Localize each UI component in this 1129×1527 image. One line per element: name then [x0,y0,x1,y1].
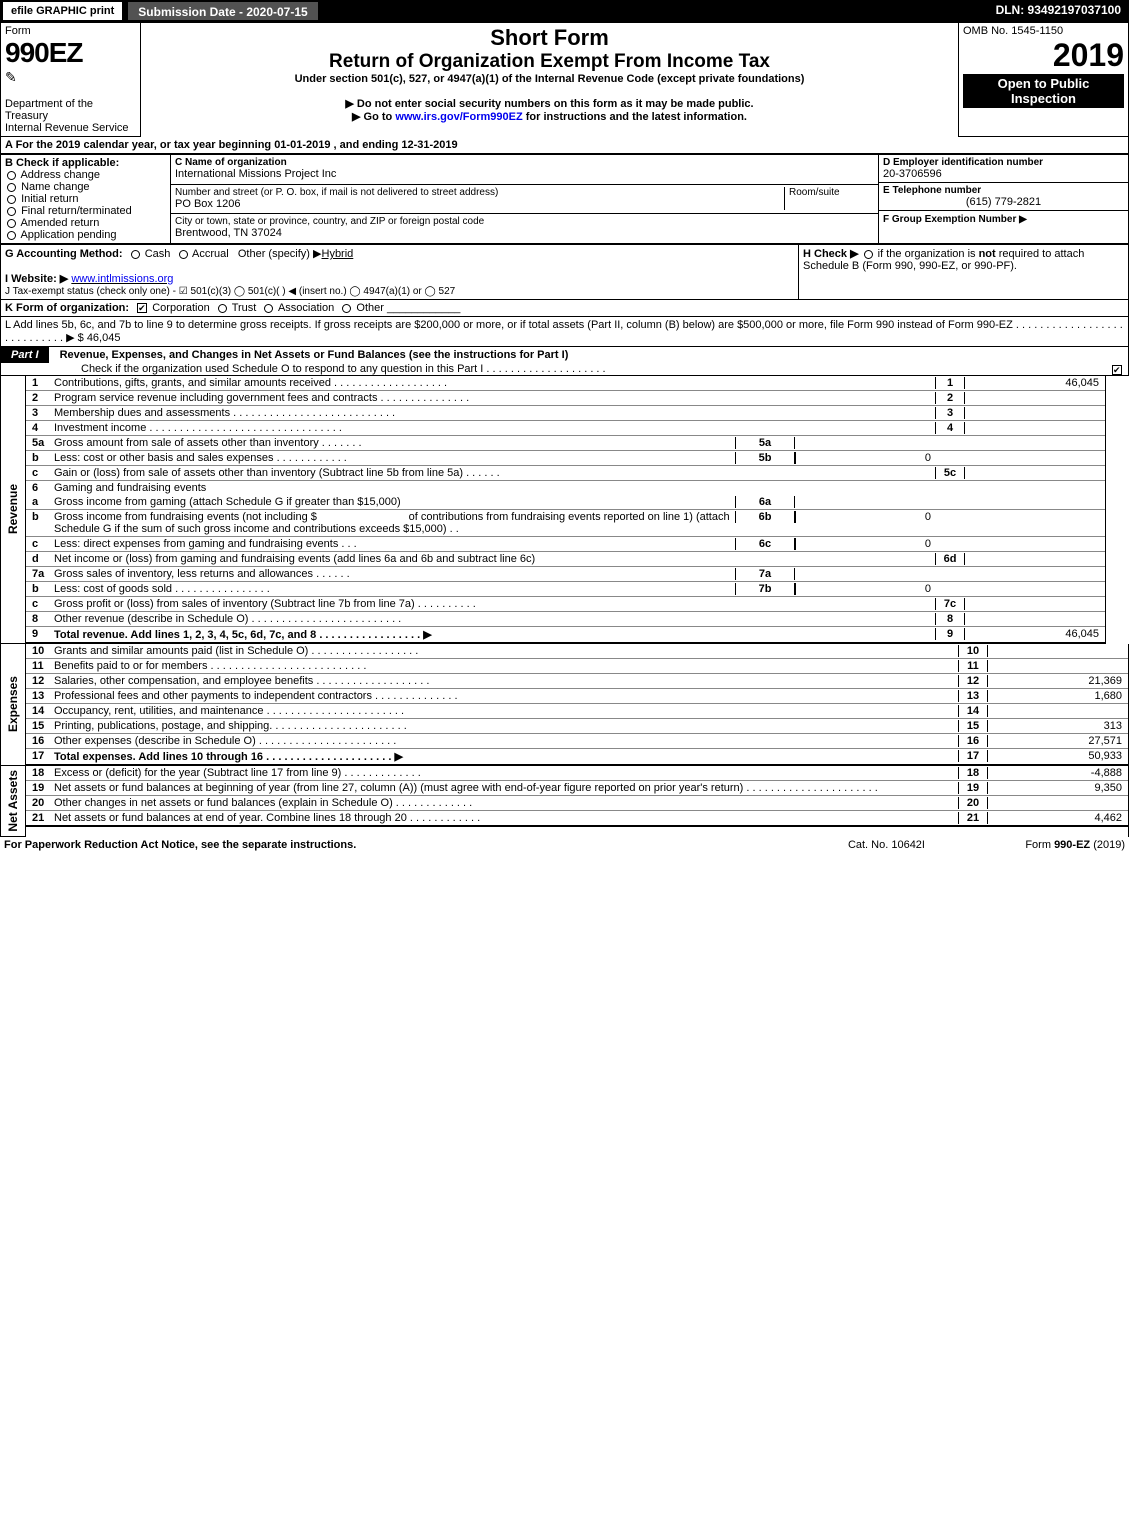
radio-cash[interactable] [131,250,140,259]
form-header-table: Form 990EZ ✎ Department of the Treasury … [0,22,1129,137]
footer-catno: Cat. No. 10642I [848,839,925,851]
revenue-side-label: Revenue [4,480,22,538]
netassets-side-label: Net Assets [4,766,22,836]
chk-application-pending[interactable]: Application pending [5,229,166,241]
box-b-label: B Check if applicable: [5,157,166,169]
gh-table: G Accounting Method: Cash Accrual Other … [0,244,1129,300]
val-line17: 50,933 [988,750,1128,762]
netassets-section: Net Assets 18Excess or (deficit) for the… [0,766,1129,837]
box-c-name-label: C Name of organization [175,157,874,168]
entity-info-table: B Check if applicable: Address change Na… [0,154,1129,244]
omb-number: OMB No. 1545-1150 [963,25,1124,37]
ssn-warning: ▶ Do not enter social security numbers o… [145,97,954,110]
footer-left: For Paperwork Reduction Act Notice, see … [4,839,848,851]
val-line15: 313 [988,720,1128,732]
chk-initial-return[interactable]: Initial return [5,193,166,205]
org-city: Brentwood, TN 37024 [175,227,874,239]
val-line16: 27,571 [988,735,1128,747]
open-public-badge: Open to Public Inspection [963,74,1124,108]
submission-date: Submission Date - 2020-07-15 [127,1,318,21]
val-line1: 46,045 [965,377,1105,389]
chk-corporation[interactable] [137,303,147,313]
tax-year: 2019 [963,37,1124,74]
line-i-label: I Website: ▶ [5,273,68,285]
box-e-label: E Telephone number [883,185,1124,196]
val-line13: 1,680 [988,690,1128,702]
title-return: Return of Organization Exempt From Incom… [145,51,954,73]
line-k: K Form of organization: Corporation Trus… [0,300,1129,317]
footer-formref: Form 990-EZ (2019) [925,839,1125,851]
val-line5b: 0 [795,452,935,464]
chk-other-org[interactable] [342,304,351,313]
line-l: L Add lines 5b, 6c, and 7b to line 9 to … [0,317,1129,347]
chk-schedule-o[interactable] [1112,365,1122,375]
org-address: PO Box 1206 [175,198,784,210]
line-a-period: A For the 2019 calendar year, or tax yea… [0,137,1129,154]
ein-value: 20-3706596 [883,168,1124,180]
box-c-addr-label: Number and street (or P. O. box, if mail… [175,187,784,198]
line-j: J Tax-exempt status (check only one) - ☑… [5,286,455,297]
expenses-section: Expenses 10Grants and similar amounts pa… [0,644,1129,766]
val-line21: 4,462 [988,812,1128,824]
room-suite-label: Room/suite [784,187,874,210]
title-short-form: Short Form [145,25,954,51]
website-link[interactable]: www.intlmissions.org [71,273,173,285]
form-word: Form [5,25,136,37]
radio-accrual[interactable] [179,250,188,259]
val-line6b: 0 [795,511,935,523]
accounting-method-value: Hybrid [322,248,354,260]
dept-treasury: Department of the Treasury [5,98,136,122]
line-g-label: G Accounting Method: [5,248,123,260]
phone-value: (615) 779-2821 [883,196,1124,208]
part1-label: Part I [1,347,49,363]
chk-address-change[interactable]: Address change [5,169,166,181]
part1-header: Part I Revenue, Expenses, and Changes in… [0,347,1129,376]
part1-title: Revenue, Expenses, and Changes in Net As… [52,349,569,361]
revenue-section: Revenue 1Contributions, gifts, grants, a… [0,376,1106,644]
box-f-label: F Group Exemption Number ▶ [883,214,1027,225]
val-line12: 21,369 [988,675,1128,687]
val-line9: 46,045 [965,628,1105,640]
top-bar: efile GRAPHIC print Submission Date - 20… [0,0,1129,22]
dln-label: DLN: 93492197037100 [988,0,1129,22]
page-footer: For Paperwork Reduction Act Notice, see … [0,837,1129,853]
part1-check-text: Check if the organization used Schedule … [81,363,606,375]
form-number: 990EZ [5,37,136,69]
irs-label: Internal Revenue Service [5,122,136,134]
chk-schedule-b[interactable] [864,250,873,259]
irs-link[interactable]: www.irs.gov/Form990EZ [395,111,522,123]
box-c-city-label: City or town, state or province, country… [175,216,874,227]
chk-name-change[interactable]: Name change [5,181,166,193]
chk-trust[interactable] [218,304,227,313]
chk-final-return[interactable]: Final return/terminated [5,205,166,217]
title-under: Under section 501(c), 527, or 4947(a)(1)… [145,73,954,85]
goto-line: ▶ Go to www.irs.gov/Form990EZ for instru… [145,110,954,123]
box-d-label: D Employer identification number [883,157,1124,168]
chk-amended-return[interactable]: Amended return [5,217,166,229]
expenses-side-label: Expenses [4,672,22,736]
val-line18: -4,888 [988,767,1128,779]
val-line19: 9,350 [988,782,1128,794]
efile-print-button[interactable]: efile GRAPHIC print [2,1,123,21]
val-line6c: 0 [795,538,935,550]
chk-association[interactable] [264,304,273,313]
org-name: International Missions Project Inc [175,168,874,180]
val-line7b: 0 [795,583,935,595]
line-h-label: H Check ▶ [803,248,859,260]
